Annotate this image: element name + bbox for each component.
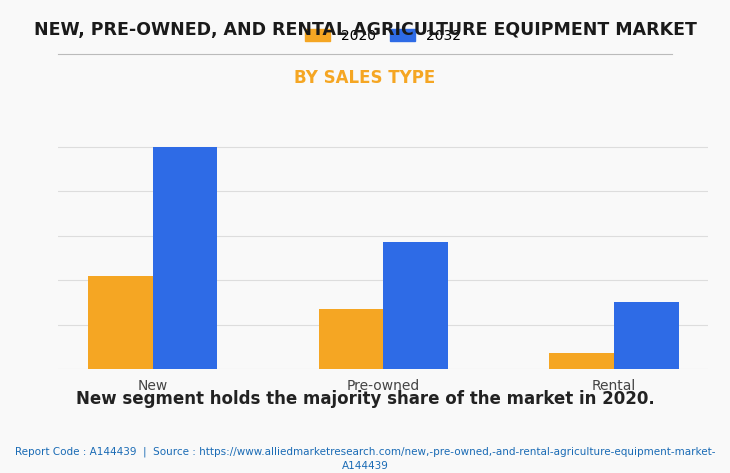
Bar — [319, 309, 383, 369]
Text: BY SALES TYPE: BY SALES TYPE — [294, 69, 436, 87]
Legend: 2020, 2032: 2020, 2032 — [299, 23, 467, 49]
Bar — [153, 147, 217, 369]
Text: Report Code : A144439  |  Source : https://www.alliedmarketresearch.com/new,-pre: Report Code : A144439 | Source : https:/… — [15, 447, 715, 471]
Bar — [614, 302, 679, 369]
Bar — [88, 276, 153, 369]
Bar — [383, 242, 447, 369]
Bar — [550, 353, 614, 369]
Text: NEW, PRE-OWNED, AND RENTAL AGRICULTURE EQUIPMENT MARKET: NEW, PRE-OWNED, AND RENTAL AGRICULTURE E… — [34, 21, 696, 39]
Text: New segment holds the majority share of the market in 2020.: New segment holds the majority share of … — [76, 390, 654, 408]
